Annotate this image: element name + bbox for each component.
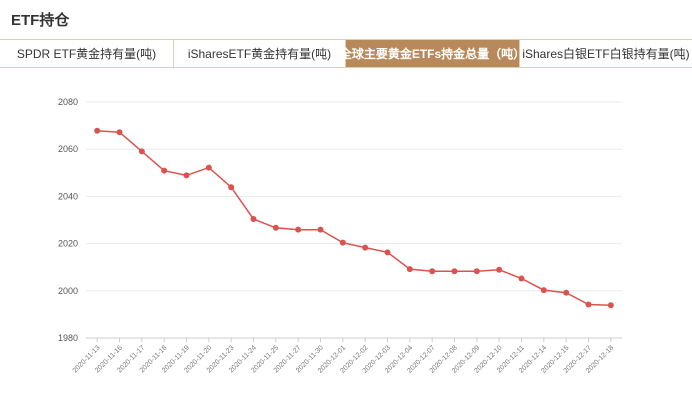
data-point[interactable] [250, 216, 257, 223]
x-axis-ticks: 2020-11-132020-11-162020-11-172020-11-18… [72, 338, 615, 375]
y-tick-label: 2060 [58, 144, 78, 154]
data-point[interactable] [94, 127, 101, 134]
data-point[interactable] [429, 268, 436, 275]
data-point[interactable] [295, 226, 302, 233]
data-point[interactable] [585, 301, 592, 308]
data-point[interactable] [183, 172, 190, 179]
y-tick-label: 2020 [58, 239, 78, 249]
data-point[interactable] [540, 287, 547, 294]
y-axis-ticks: 1980 2000 2020 2040 2060 2080 [58, 97, 78, 343]
data-point[interactable] [406, 266, 413, 273]
tab-bar: SPDR ETF黄金持有量(吨) iSharesETF黄金持有量(吨) 全球主要… [0, 39, 692, 68]
data-point[interactable] [161, 167, 168, 174]
tab-ishares-silver[interactable]: iShares白银ETF白银持有量(吨) [522, 47, 690, 61]
tab-spdr-gold[interactable]: SPDR ETF黄金持有量(吨) [0, 40, 174, 67]
data-point[interactable] [272, 224, 279, 231]
data-point[interactable] [518, 275, 525, 282]
data-point[interactable] [563, 289, 570, 296]
y-tick-label: 1980 [58, 333, 78, 343]
tab-global-gold-etfs[interactable]: 全球主要黄金ETFs持金总量（吨） [340, 40, 525, 67]
data-point[interactable] [317, 226, 324, 233]
grid-lines [86, 101, 622, 339]
data-point[interactable] [473, 268, 480, 275]
line-chart: 1980 2000 2020 2040 2060 2080 2020-11-132020-… [58, 97, 622, 375]
tab-ishares-gold[interactable]: iSharesETF黄金持有量(吨) [174, 40, 346, 67]
y-tick-label: 2040 [58, 191, 78, 201]
data-point[interactable] [339, 239, 346, 246]
data-point[interactable] [228, 184, 235, 191]
page-title: ETF持仓 [11, 12, 70, 29]
series-line [97, 130, 611, 306]
data-point[interactable] [138, 148, 145, 155]
data-point[interactable] [451, 268, 458, 275]
data-point[interactable] [362, 244, 369, 251]
data-point[interactable] [384, 249, 391, 256]
data-point[interactable] [496, 266, 503, 273]
header: ETF持仓 [0, 0, 692, 38]
data-point[interactable] [116, 129, 123, 136]
y-tick-label: 2000 [58, 286, 78, 296]
data-points [94, 127, 614, 309]
data-point[interactable] [205, 164, 212, 171]
y-tick-label: 2080 [58, 97, 78, 107]
data-point[interactable] [607, 302, 614, 309]
